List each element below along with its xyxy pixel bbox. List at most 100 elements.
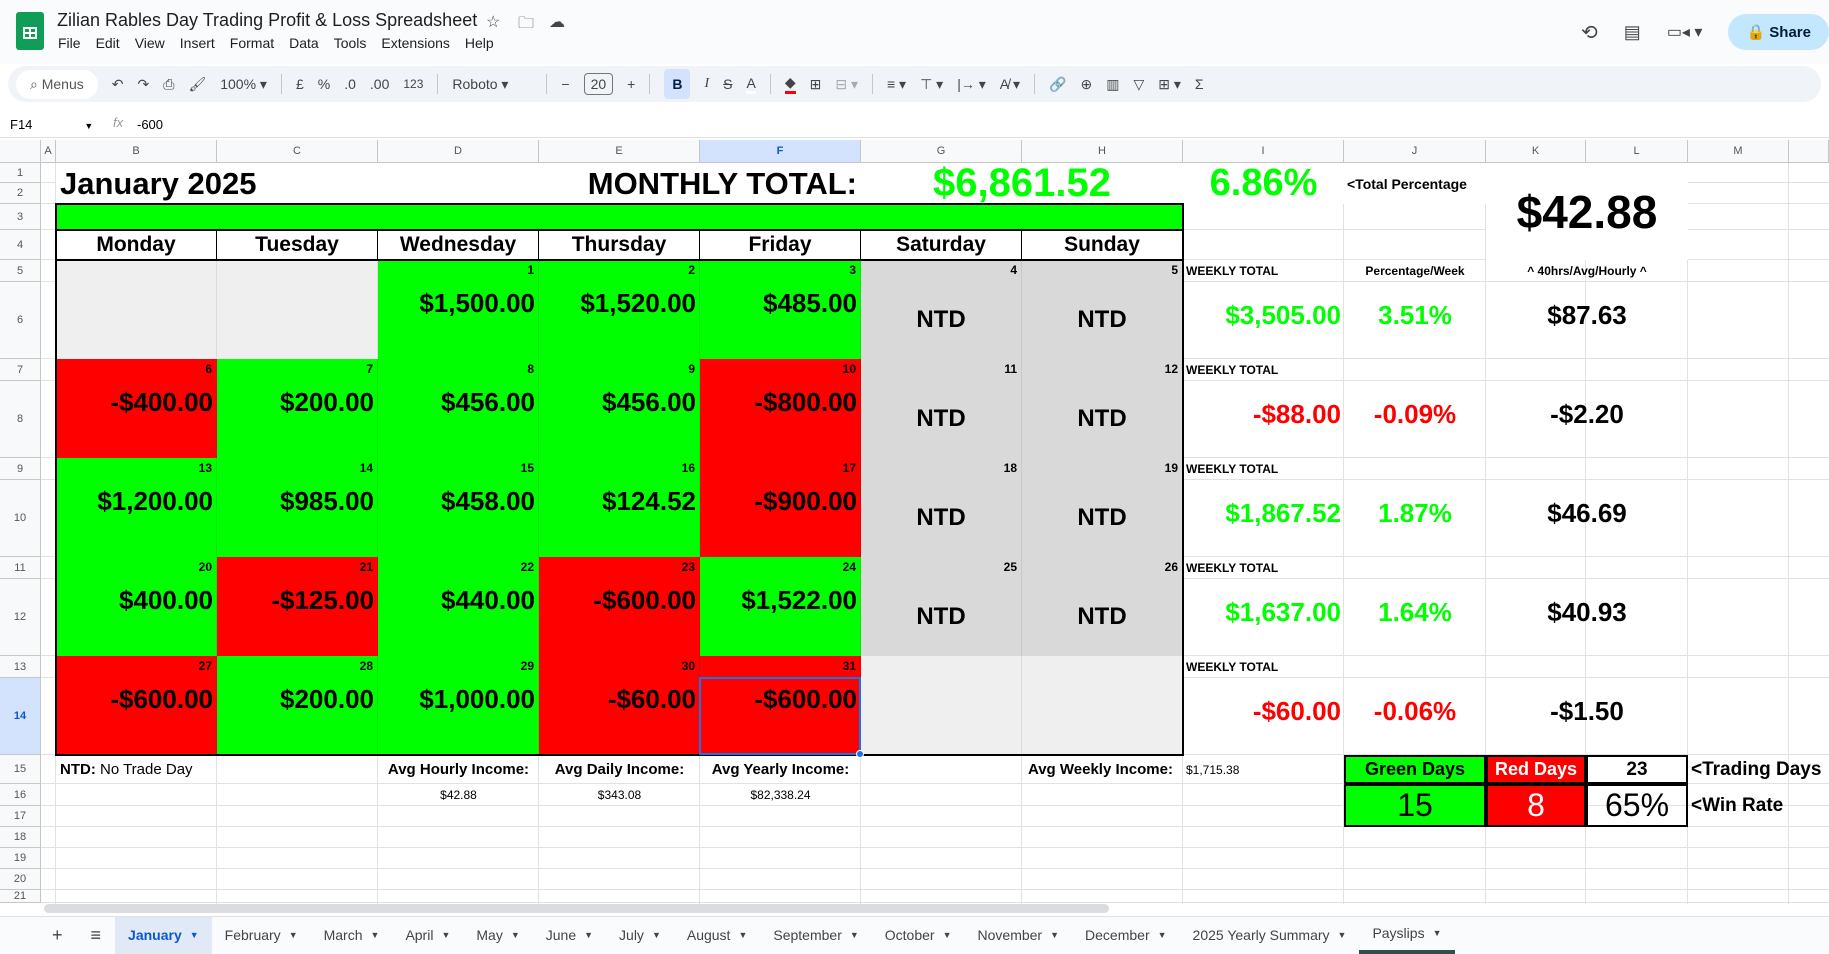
day-cell[interactable]: 11 NTD <box>861 359 1022 458</box>
column-header-g[interactable]: G <box>861 140 1022 163</box>
name-box[interactable]: F14 ▼ <box>10 117 93 132</box>
menus-search[interactable]: ⌕ Menus <box>16 69 98 99</box>
day-cell[interactable]: 24 $1,522.00 <box>700 557 861 656</box>
day-cell[interactable]: 22 $440.00 <box>378 557 539 656</box>
day-cell[interactable]: 6 -$400.00 <box>56 359 217 458</box>
strikethrough-button[interactable]: S <box>723 76 733 92</box>
day-cell[interactable]: 27 -$600.00 <box>56 656 217 755</box>
day-cell[interactable] <box>1022 656 1183 755</box>
add-sheet-button[interactable]: + <box>52 924 63 945</box>
day-cell[interactable] <box>217 260 378 359</box>
day-cell[interactable]: 2 $1,520.00 <box>539 260 700 359</box>
row-header-18[interactable]: 18 <box>0 827 41 848</box>
comments-icon[interactable]: ▤ <box>1623 21 1641 42</box>
row-header-3[interactable]: 3 <box>0 204 41 230</box>
zoom-select[interactable]: 100% ▾ <box>220 75 267 92</box>
font-size-input[interactable]: 20 <box>583 73 614 95</box>
sheet-tab-november[interactable]: November ▼ <box>965 917 1073 954</box>
day-cell[interactable]: 26 NTD <box>1022 557 1183 656</box>
day-cell[interactable] <box>56 260 217 359</box>
chevron-down-icon[interactable]: ▼ <box>584 930 594 940</box>
day-cell[interactable]: 28 $200.00 <box>217 656 378 755</box>
menu-edit[interactable]: Edit <box>95 35 120 51</box>
row-header-20[interactable]: 20 <box>0 869 41 890</box>
vertical-align-icon[interactable]: ⊤ ▾ <box>920 75 944 92</box>
insert-comment-icon[interactable]: ⊕ <box>1080 75 1093 92</box>
row-header-8[interactable]: 8 <box>0 381 41 458</box>
menu-view[interactable]: View <box>134 35 165 51</box>
sheet-tab-may[interactable]: May ▼ <box>463 917 532 954</box>
row-header-16[interactable]: 16 <box>0 784 41 806</box>
day-cell[interactable]: 18 NTD <box>861 458 1022 557</box>
merge-cells-icon[interactable]: ⊟ ▾ <box>835 75 858 92</box>
insert-chart-icon[interactable]: ▥ <box>1106 75 1120 92</box>
menu-file[interactable]: File <box>58 35 81 51</box>
row-header-11[interactable]: 11 <box>0 557 41 579</box>
menu-tools[interactable]: Tools <box>333 35 367 51</box>
redo-icon[interactable]: ↷ <box>137 75 150 92</box>
row-header-12[interactable]: 12 <box>0 579 41 656</box>
fill-color-icon[interactable]: ◆ <box>784 74 796 94</box>
menu-extensions[interactable]: Extensions <box>381 35 450 51</box>
row-header-5[interactable]: 5 <box>0 260 41 282</box>
row-header-7[interactable]: 7 <box>0 359 41 381</box>
day-cell[interactable]: 3 $485.00 <box>700 260 861 359</box>
column-header-d[interactable]: D <box>378 140 539 163</box>
column-header-k[interactable]: K <box>1486 140 1586 163</box>
sheet-tab-payslips[interactable]: Payslips ▼ <box>1359 917 1455 954</box>
font-select[interactable]: Roboto ▾ <box>452 75 509 92</box>
chevron-down-icon[interactable]: ▼ <box>651 930 661 940</box>
sheets-logo-icon[interactable] <box>16 12 44 50</box>
increase-decimal-button[interactable]: .00 <box>369 76 390 92</box>
day-cell[interactable]: 21 -$125.00 <box>217 557 378 656</box>
chevron-down-icon[interactable]: ▼ <box>288 930 298 940</box>
day-cell[interactable]: 19 NTD <box>1022 458 1183 557</box>
day-cell[interactable]: 8 $456.00 <box>378 359 539 458</box>
sheet-tab-july[interactable]: July ▼ <box>606 917 674 954</box>
decrease-font-size-button[interactable]: − <box>561 76 570 92</box>
sheet-tab-december[interactable]: December ▼ <box>1072 917 1180 954</box>
sheet-tab-april[interactable]: April ▼ <box>392 917 463 954</box>
chevron-down-icon[interactable]: ▼ <box>1157 930 1167 940</box>
chevron-down-icon[interactable]: ▼ <box>1050 930 1060 940</box>
day-cell[interactable]: 30 -$60.00 <box>539 656 700 755</box>
borders-icon[interactable]: ⊞ <box>809 75 822 92</box>
sheet-tab-september[interactable]: September ▼ <box>760 917 871 954</box>
document-title[interactable]: Zilian Rables Day Trading Profit & Loss … <box>57 10 478 30</box>
chevron-down-icon[interactable]: ▼ <box>510 930 520 940</box>
column-header-h[interactable]: H <box>1022 140 1183 163</box>
currency-button[interactable]: £ <box>295 76 304 92</box>
sheet-tab-october[interactable]: October ▼ <box>872 917 965 954</box>
row-header-15[interactable]: 15 <box>0 755 41 784</box>
increase-font-size-button[interactable]: + <box>627 76 636 92</box>
column-header-j[interactable]: J <box>1344 140 1486 163</box>
insert-link-icon[interactable]: 🔗 <box>1049 75 1067 92</box>
spreadsheet-grid[interactable]: A B C D E F G H I J K L M 1 2 3 4 5 6 7 8 9 10 11 12 13 14 15 16 17 18… <box>0 140 1829 904</box>
day-cell[interactable]: 10 -$800.00 <box>700 359 861 458</box>
horizontal-scrollbar[interactable] <box>44 904 1109 913</box>
row-header-9[interactable]: 9 <box>0 458 41 480</box>
column-header[interactable] <box>1789 140 1829 163</box>
row-header-2[interactable]: 2 <box>0 183 41 204</box>
sheet-tab-2025-yearly-summary[interactable]: 2025 Yearly Summary ▼ <box>1180 917 1360 954</box>
row-header-4[interactable]: 4 <box>0 230 41 260</box>
chevron-down-icon[interactable]: ▼ <box>189 930 199 940</box>
sheet-tab-february[interactable]: February ▼ <box>212 917 311 954</box>
menu-insert[interactable]: Insert <box>179 35 215 51</box>
column-header-b[interactable]: B <box>56 140 217 163</box>
column-header-l[interactable]: L <box>1586 140 1688 163</box>
column-header-m[interactable]: M <box>1688 140 1789 163</box>
chevron-down-icon[interactable]: ▼ <box>849 930 859 940</box>
sheet-tab-june[interactable]: June ▼ <box>533 917 606 954</box>
number-format-button[interactable]: 123 <box>403 77 424 91</box>
day-cell[interactable]: 4 NTD <box>861 260 1022 359</box>
chevron-down-icon[interactable]: ▼ <box>441 930 451 940</box>
day-cell[interactable]: 17 -$900.00 <box>700 458 861 557</box>
version-history-icon[interactable]: ⟲ <box>1581 21 1598 44</box>
text-color-button[interactable]: A <box>746 75 756 94</box>
day-cell[interactable]: 16 $124.52 <box>539 458 700 557</box>
day-cell[interactable]: 15 $458.00 <box>378 458 539 557</box>
column-header-e[interactable]: E <box>539 140 700 163</box>
print-icon[interactable]: ⎙ <box>163 75 175 92</box>
horizontal-align-icon[interactable]: ≡ ▾ <box>887 75 907 92</box>
